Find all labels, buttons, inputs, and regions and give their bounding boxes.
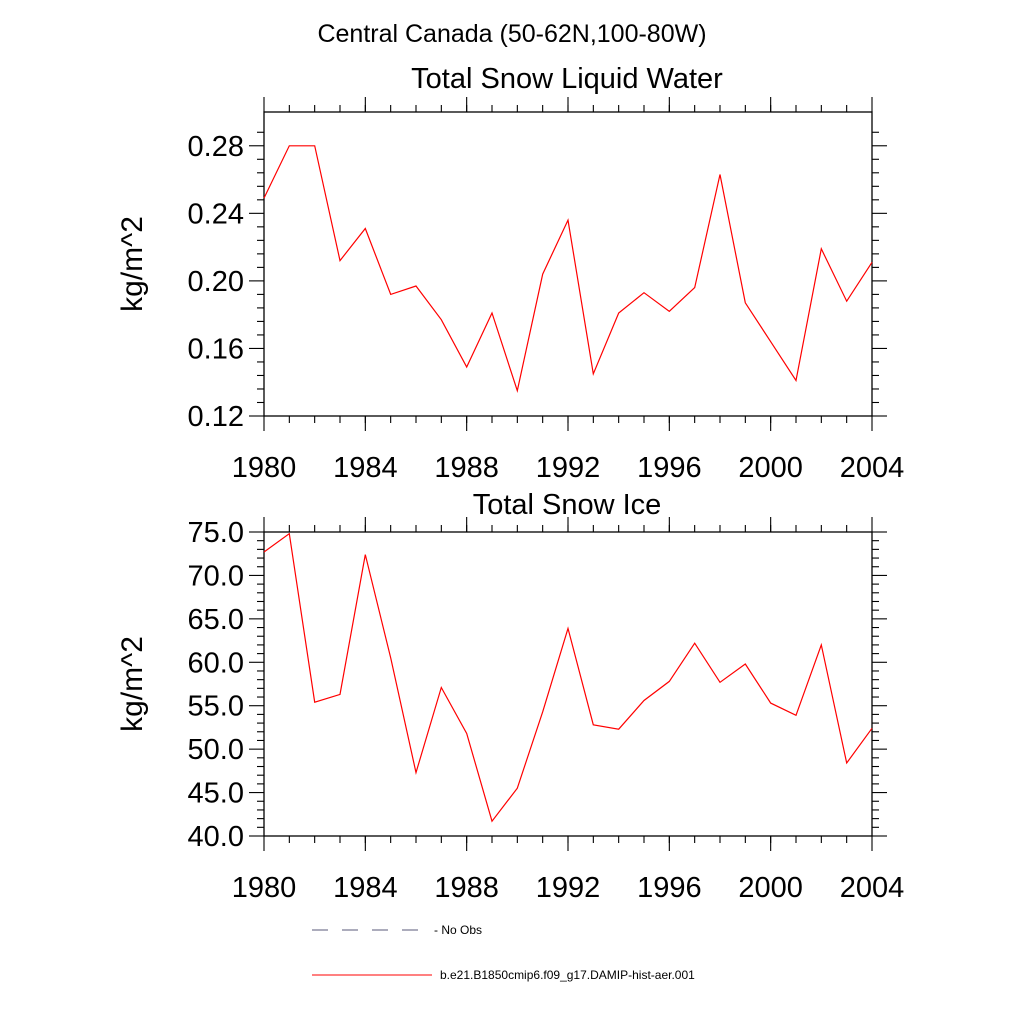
panel-title: Total Snow Liquid Water [411, 63, 723, 95]
y-tick-label: 45.0 [188, 778, 244, 810]
y-tick-label: 70.0 [188, 560, 244, 592]
x-tick-label: 1980 [232, 872, 297, 904]
x-tick-label: 1988 [434, 452, 499, 484]
x-tick-label: 2004 [840, 872, 905, 904]
plot-frame [263, 111, 873, 417]
y-tick-label: 40.0 [188, 821, 244, 853]
y-axis-label: kg/m^2 [116, 216, 149, 312]
x-tick-label: 1992 [536, 872, 601, 904]
panel-snow-liquid-water: Total Snow Liquid Water kg/m^2 1980 1984 1… [116, 63, 904, 484]
x-tick-label: 1996 [637, 872, 702, 904]
y-tick-label: 0.12 [188, 401, 244, 433]
y-tick-label: 0.16 [188, 333, 244, 365]
y-tick-label: 0.28 [188, 131, 244, 163]
y-tick-label: 0.20 [188, 266, 244, 298]
y-tick-label: 0.24 [188, 198, 244, 230]
x-tick-label: 2000 [738, 872, 803, 904]
panel-snow-ice: Total Snow Ice kg/m^2 1980 1984 1988 1992 19… [116, 489, 904, 904]
legend-label-no-obs: - No Obs [434, 923, 482, 937]
x-tick-label: 1988 [434, 872, 499, 904]
plot-frame [263, 531, 873, 837]
x-tick-label: 2000 [738, 452, 803, 484]
y-axis-label-holder: kg/m^2 [116, 216, 149, 312]
x-tick-label: 1996 [637, 452, 702, 484]
y-tick-label: 60.0 [188, 647, 244, 679]
y-tick-label: 50.0 [188, 734, 244, 766]
x-tick-label: 2004 [840, 452, 905, 484]
legend-label-series: b.e21.B1850cmip6.f09_g17.DAMIP-hist-aer.… [440, 968, 695, 982]
x-tick-label: 1984 [333, 452, 398, 484]
x-tick-label: 1984 [333, 872, 398, 904]
x-tick-label: 1992 [536, 452, 601, 484]
y-tick-label: 65.0 [188, 604, 244, 636]
y-axis-label-holder: kg/m^2 [116, 636, 149, 732]
panel-title: Total Snow Ice [473, 489, 662, 521]
series-line [263, 145, 873, 393]
series-line [263, 532, 873, 823]
legend: - No Obs b.e21.B1850cmip6.f09_g17.DAMIP-… [312, 923, 695, 982]
y-axis-label: kg/m^2 [116, 636, 149, 732]
x-tick-label: 1980 [232, 452, 297, 484]
y-tick-label: 75.0 [188, 517, 244, 549]
figure-title: Central Canada (50-62N,100-80W) [317, 20, 706, 48]
y-tick-label: 55.0 [188, 691, 244, 723]
